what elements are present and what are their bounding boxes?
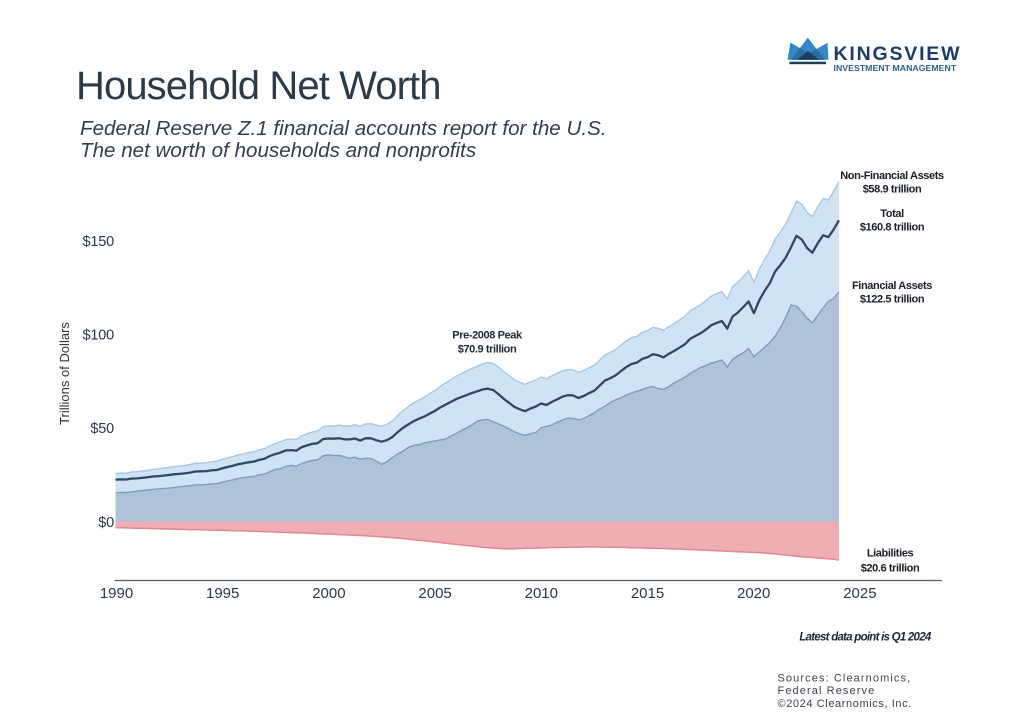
svg-text:$100: $100 (83, 327, 115, 343)
svg-text:Pre-2008 Peak: Pre-2008 Peak (452, 330, 523, 342)
svg-text:$150: $150 (83, 234, 115, 250)
svg-text:$20.6 trillion: $20.6 trillion (861, 563, 920, 575)
svg-text:Liabilities: Liabilities (867, 548, 914, 560)
svg-text:Federal Reserve Z.1 financial: Federal Reserve Z.1 financial accounts r… (80, 117, 607, 140)
svg-text:2000: 2000 (312, 585, 345, 602)
svg-text:©2024 Clearnomics, Inc.: ©2024 Clearnomics, Inc. (778, 698, 912, 710)
svg-text:1995: 1995 (206, 585, 239, 602)
svg-text:Total: Total (880, 208, 904, 220)
svg-text:The net worth of households an: The net worth of households and nonprofi… (80, 139, 476, 162)
svg-text:$160.8 trillion: $160.8 trillion (860, 222, 925, 234)
svg-text:Federal Reserve: Federal Reserve (778, 685, 876, 697)
svg-text:KINGSVIEW: KINGSVIEW (834, 43, 962, 65)
svg-text:Non-Financial Assets: Non-Financial Assets (840, 170, 944, 182)
svg-text:$0: $0 (98, 515, 114, 531)
svg-text:2025: 2025 (843, 585, 876, 602)
svg-text:$58.9 trillion: $58.9 trillion (863, 184, 922, 196)
svg-text:Sources: Clearnomics,: Sources: Clearnomics, (778, 673, 912, 685)
svg-text:$50: $50 (90, 421, 114, 437)
svg-text:Trillions of Dollars: Trillions of Dollars (57, 322, 72, 425)
svg-text:2020: 2020 (737, 585, 770, 602)
svg-text:Household Net Worth: Household Net Worth (76, 64, 441, 108)
svg-text:INVESTMENT MANAGEMENT: INVESTMENT MANAGEMENT (834, 63, 957, 73)
svg-text:$122.5 trillion: $122.5 trillion (860, 294, 925, 306)
svg-text:Financial Assets: Financial Assets (852, 280, 932, 292)
svg-text:2005: 2005 (418, 585, 451, 602)
svg-text:1990: 1990 (100, 585, 133, 602)
svg-text:$70.9 trillion: $70.9 trillion (458, 344, 517, 356)
svg-text:2015: 2015 (631, 585, 664, 602)
svg-text:Latest data point is Q1 2024: Latest data point is Q1 2024 (799, 632, 931, 644)
svg-text:2010: 2010 (525, 585, 558, 602)
